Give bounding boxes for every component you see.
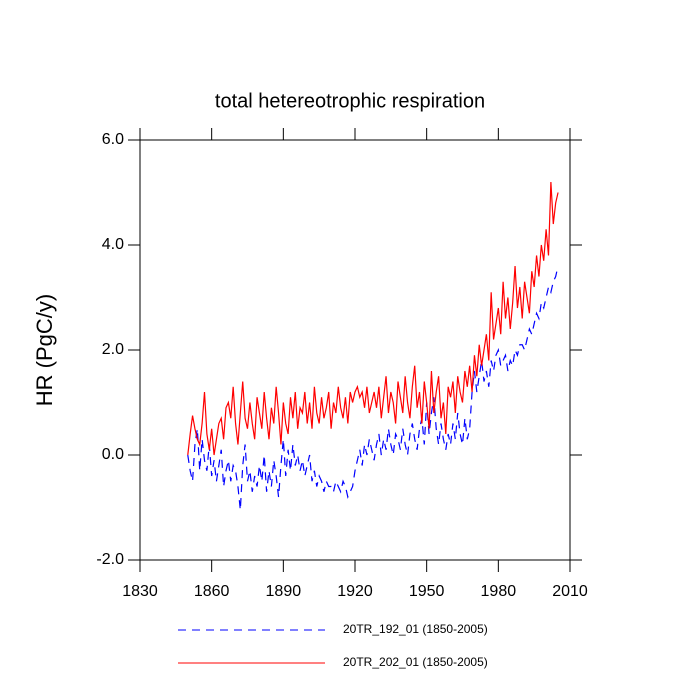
- x-tick-label: 1950: [409, 583, 445, 600]
- x-tick-label: 1890: [266, 583, 302, 600]
- x-tick-label: 2010: [552, 583, 588, 600]
- legend-label: 20TR_192_01 (1850-2005): [343, 622, 488, 636]
- x-tick-label: 1920: [337, 583, 373, 600]
- chart-title: total hetereotrophic respiration: [215, 90, 485, 112]
- y-tick-label: 4.0: [102, 236, 124, 253]
- y-tick-label: 2.0: [102, 341, 124, 358]
- y-tick-label: 6.0: [102, 131, 124, 148]
- x-tick-label: 1980: [481, 583, 517, 600]
- legend-label: 20TR_202_01 (1850-2005): [343, 655, 488, 669]
- data-line: [187, 181, 559, 456]
- data-line: [187, 265, 559, 511]
- y-tick-label: 0.0: [102, 446, 124, 463]
- y-tick-label: -2.0: [96, 551, 124, 568]
- x-tick-label: 1860: [194, 583, 230, 600]
- plot-frame: [139, 139, 571, 561]
- x-tick-label: 1830: [122, 583, 158, 600]
- y-axis-label: HR (PgC/y): [32, 294, 57, 406]
